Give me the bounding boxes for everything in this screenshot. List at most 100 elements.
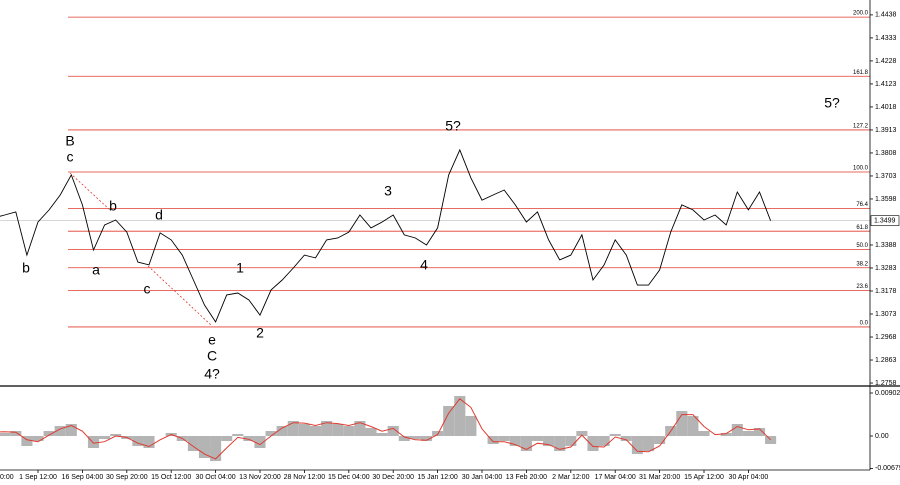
- oscillator-bar: [742, 431, 754, 437]
- oscillator-bar: [565, 436, 577, 447]
- oscillator-bar: [554, 436, 566, 452]
- oscillator-bar: [698, 431, 710, 437]
- fib-level-label: 23.6: [856, 284, 868, 290]
- oscillator-bar: [631, 436, 643, 455]
- fib-level-label: 200.0: [853, 11, 869, 17]
- x-tick-label: 15 Apr 12:00: [684, 474, 724, 481]
- oscillator-bar: [465, 415, 477, 437]
- oscillator-bar: [531, 436, 544, 442]
- y-tick-label: 1.3808: [875, 150, 897, 157]
- y-tick-label: 1.4123: [875, 81, 897, 88]
- wave-label: 1: [236, 260, 244, 276]
- last-price-box: [870, 215, 900, 226]
- x-tick-label: 15 Jan 12:00: [417, 474, 458, 481]
- fib-level-label: 127.2: [853, 124, 869, 130]
- oscillator-bar: [99, 436, 111, 440]
- oscillator-bar: [487, 436, 499, 445]
- oscillator-bar: [409, 436, 421, 440]
- oscillator-bar: [354, 420, 366, 437]
- oscillator-bar: [309, 425, 322, 437]
- oscillator-bar: [32, 436, 44, 442]
- oscillator-bar: [498, 436, 510, 442]
- fib-level-label: 161.8: [853, 70, 869, 76]
- y-tick-label: 0.00902: [875, 390, 900, 397]
- oscillator-bar: [265, 431, 277, 437]
- wave-label: 4: [420, 257, 428, 273]
- y-tick-label: 1.3178: [875, 288, 897, 295]
- x-tick-label: 16 Sep 04:00: [62, 474, 104, 481]
- oscillator-bar: [620, 436, 632, 442]
- fib-level-label: 61.8: [856, 225, 868, 231]
- oscillator-bar: [287, 420, 299, 437]
- wave-label: e: [208, 332, 216, 348]
- oscillator-bar: [576, 431, 588, 437]
- wave-label: b: [22, 260, 30, 276]
- fib-level-label: 0.0: [860, 321, 869, 327]
- oscillator-bar: [509, 436, 521, 447]
- oscillator-bar: [298, 423, 310, 437]
- oscillator-bar: [221, 436, 233, 442]
- oscillator-bar: [254, 436, 266, 449]
- oscillator-bar: [332, 423, 344, 437]
- oscillator-bar: [210, 436, 222, 462]
- x-tick-label: 28 Nov 12:00: [284, 474, 326, 481]
- oscillator-bar: [243, 436, 255, 442]
- oscillator-bar: [110, 434, 122, 437]
- oscillator-bar: [731, 423, 743, 437]
- oscillator-bar: [642, 436, 655, 452]
- oscillator-bar: [654, 436, 666, 445]
- oscillator-bar: [10, 431, 22, 437]
- wave-label: C: [207, 348, 217, 364]
- x-tick-label: 31 Mar 20:00: [639, 474, 680, 481]
- wave-guide: [147, 265, 213, 327]
- oscillator-bar: [387, 425, 399, 437]
- oscillator-bar: [520, 436, 532, 452]
- y-tick-label: 1.4333: [875, 35, 897, 42]
- oscillator-line: [0, 398, 771, 460]
- oscillator-bar: [676, 410, 688, 437]
- oscillator-bar: [276, 425, 288, 437]
- y-tick-label: 1.2968: [875, 334, 897, 341]
- wave-label: 5?: [824, 95, 840, 111]
- oscillator-bar: [365, 427, 377, 437]
- wave-label: 5?: [445, 118, 461, 134]
- oscillator-bar: [587, 436, 599, 452]
- y-tick-label: 1.3703: [875, 173, 897, 180]
- x-tick-label: 17 Mar 04:00: [595, 474, 636, 481]
- wave-label: 3: [384, 183, 392, 199]
- x-tick-label: 30 Apr 04:00: [729, 474, 769, 481]
- y-tick-label: -0.00679: [875, 465, 900, 472]
- fib-level-label: 100.0: [853, 166, 869, 172]
- oscillator-bar: [432, 431, 444, 437]
- x-tick-label: 30 Oct 04:00: [196, 474, 236, 481]
- y-tick-label: 1.3073: [875, 311, 897, 318]
- x-tick-label: 0:00: [0, 474, 14, 481]
- wave-label: B: [65, 133, 74, 149]
- oscillator-bar: [65, 423, 77, 437]
- y-tick-label: 1.2758: [875, 380, 897, 387]
- y-tick-label: 1.3388: [875, 242, 897, 249]
- oscillator-bar: [376, 433, 388, 437]
- oscillator-bar: [187, 436, 199, 452]
- oscillator-bar: [454, 395, 466, 437]
- oscillator-bar: [543, 436, 555, 447]
- wave-label: c: [67, 149, 74, 165]
- oscillator-bar: [398, 436, 410, 442]
- price-line: [0, 148, 772, 323]
- oscillator-bar: [765, 436, 777, 445]
- wave-label: c: [144, 281, 151, 297]
- oscillator-bar: [198, 436, 211, 459]
- oscillator-bar: [420, 436, 433, 442]
- x-tick-label: 13 Nov 20:00: [239, 474, 281, 481]
- oscillator-bar: [609, 434, 621, 437]
- wave-labels: B c b a b c d e C 1 2 3 4 5? 4? 5?: [22, 95, 840, 382]
- oscillator-bar: [0, 433, 11, 437]
- oscillator-bar: [443, 405, 455, 437]
- x-tick-label: 30 Dec 20:00: [372, 474, 414, 481]
- oscillator-bar: [132, 436, 144, 447]
- y-tick-label: 1.3283: [875, 265, 897, 272]
- fib-level-label: 38.2: [856, 261, 868, 267]
- last-price-label: 1.3499: [874, 218, 896, 225]
- oscillator-bar: [720, 433, 732, 437]
